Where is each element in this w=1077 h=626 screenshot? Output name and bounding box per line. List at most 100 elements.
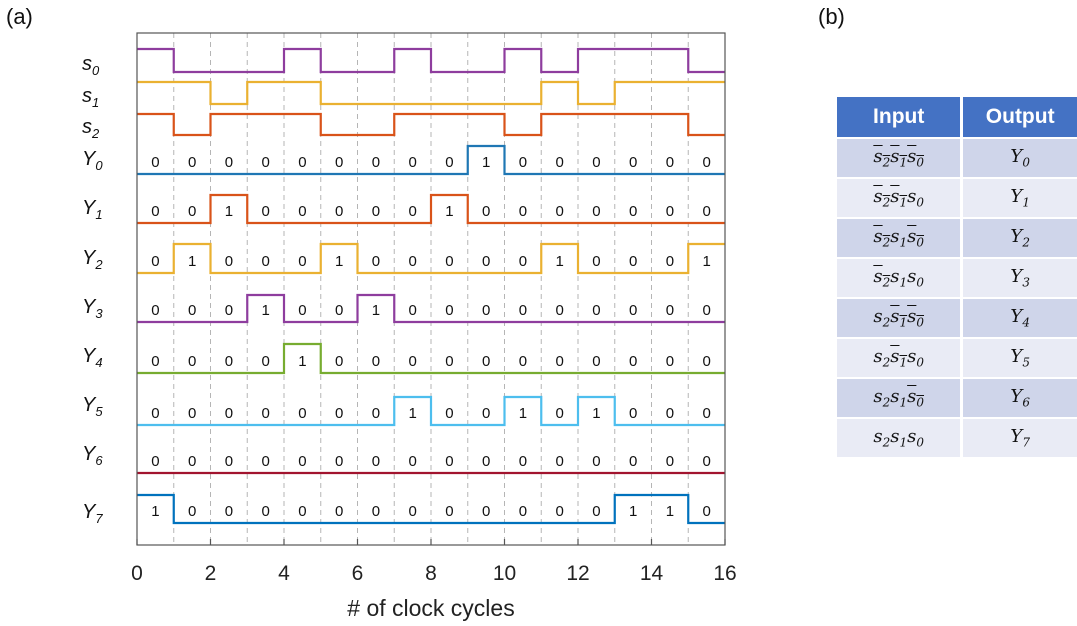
output-cell: Y3	[961, 257, 1077, 298]
bit-value: 1	[666, 503, 674, 520]
panel-label-b: (b)	[818, 4, 845, 29]
bit-value: 0	[666, 353, 674, 370]
bit-value: 0	[298, 203, 306, 220]
bit-value: 0	[592, 203, 600, 220]
bit-value: 0	[372, 353, 380, 370]
x-tick-label: 4	[278, 562, 290, 585]
bit-value: 1	[555, 253, 563, 270]
bit-value: 0	[445, 503, 453, 520]
bit-value: 0	[225, 353, 233, 370]
bit-value: 0	[629, 353, 637, 370]
bit-value: 0	[298, 302, 306, 319]
input-expression-cell: s2s1s0	[837, 177, 964, 218]
bit-value: 0	[555, 203, 563, 220]
bit-value: 0	[188, 503, 196, 520]
bit-value: 0	[445, 253, 453, 270]
bit-value: 0	[408, 453, 416, 470]
waveform-s2	[137, 112, 725, 137]
truth-table-row: s2s1s0 Y3	[837, 257, 1077, 298]
bit-value: 0	[225, 253, 233, 270]
signal-label-s0: s0	[82, 53, 100, 78]
bit-value: 0	[666, 405, 674, 422]
bit-value: 0	[482, 203, 490, 220]
x-tick-label: 2	[205, 562, 217, 585]
bit-value: 1	[629, 503, 637, 520]
bit-value: 0	[261, 353, 269, 370]
bit-value: 0	[335, 203, 343, 220]
bit-value: 0	[408, 503, 416, 520]
bit-value: 0	[629, 405, 637, 422]
bit-value: 1	[261, 302, 269, 319]
bit-value: 0	[261, 453, 269, 470]
bit-value: 0	[482, 503, 490, 520]
truth-table-row: s2s1s0 Y0	[837, 137, 1077, 178]
bit-value: 0	[151, 253, 159, 270]
output-cell: Y2	[961, 217, 1077, 258]
bit-value: 0	[555, 353, 563, 370]
waveform-Y0	[137, 144, 725, 176]
bit-value: 0	[482, 253, 490, 270]
bit-value: 0	[188, 203, 196, 220]
bit-value: 0	[261, 253, 269, 270]
bit-value: 1	[151, 503, 159, 520]
bit-value: 0	[702, 405, 710, 422]
signal-label-y0: Y0	[82, 148, 103, 173]
x-tick-label: 14	[640, 562, 664, 585]
bit-value: 1	[482, 154, 490, 171]
x-tick-label: 6	[352, 562, 364, 585]
bit-value: 0	[335, 302, 343, 319]
bit-value: 0	[335, 453, 343, 470]
bit-value: 1	[298, 353, 306, 370]
bit-value: 0	[261, 203, 269, 220]
waveform-Y5	[137, 395, 725, 427]
bit-value: 0	[629, 302, 637, 319]
input-expression-cell: s2s1s0	[837, 297, 964, 338]
bit-value: 0	[372, 154, 380, 171]
bit-value: 0	[702, 353, 710, 370]
header-output: Output	[961, 97, 1077, 138]
bit-value: 0	[372, 405, 380, 422]
waveform-s1	[137, 80, 725, 106]
signal-label-y3: Y3	[82, 296, 103, 321]
bit-value: 0	[408, 203, 416, 220]
bit-value: 0	[592, 503, 600, 520]
x-tick-label: 10	[493, 562, 516, 585]
waveform-Y3	[137, 293, 725, 324]
bit-value: 0	[519, 453, 527, 470]
bit-value: 0	[151, 353, 159, 370]
bit-value: 0	[225, 453, 233, 470]
signal-label-s1: s1	[82, 85, 99, 110]
bit-value: 0	[702, 453, 710, 470]
bit-value: 0	[482, 405, 490, 422]
input-expression-cell: s2s1s0	[837, 417, 964, 457]
bit-value: 0	[666, 203, 674, 220]
bit-value: 0	[702, 203, 710, 220]
input-expression-cell: s2s1s0	[837, 377, 964, 418]
signal-label-y1: Y1	[82, 197, 103, 222]
bit-value: 0	[666, 302, 674, 319]
bit-value: 0	[629, 253, 637, 270]
bit-value: 1	[592, 405, 600, 422]
truth-table-row: s2s1s0 Y6	[837, 377, 1077, 418]
output-cell: Y1	[961, 177, 1077, 218]
signal-label-s2: s2	[82, 116, 100, 141]
bit-value: 0	[519, 302, 527, 319]
bit-value: 0	[372, 203, 380, 220]
bit-value: 1	[225, 203, 233, 220]
bit-value: 0	[188, 353, 196, 370]
x-tick-label: 12	[566, 562, 589, 585]
bit-value: 0	[372, 503, 380, 520]
bit-value: 1	[372, 302, 380, 319]
waveform-s0	[137, 47, 725, 74]
truth-table-body: s2s1s0 Y0 s2s1s0 Y1 s2s1s0 Y2 s2s1s0 Y3 s2s1s0 Y4…	[837, 137, 1077, 457]
bit-value: 0	[555, 154, 563, 171]
bit-value: 0	[629, 453, 637, 470]
bit-value: 0	[408, 302, 416, 319]
x-tick-label: 16	[713, 562, 736, 585]
input-expression-cell: s2s1s0	[837, 137, 964, 178]
bit-value: 0	[335, 154, 343, 171]
signal-label-y7: Y7	[82, 501, 103, 526]
truth-table-row: s2s1s0 Y2	[837, 217, 1077, 258]
bit-value: 0	[151, 154, 159, 171]
bit-value: 0	[298, 405, 306, 422]
